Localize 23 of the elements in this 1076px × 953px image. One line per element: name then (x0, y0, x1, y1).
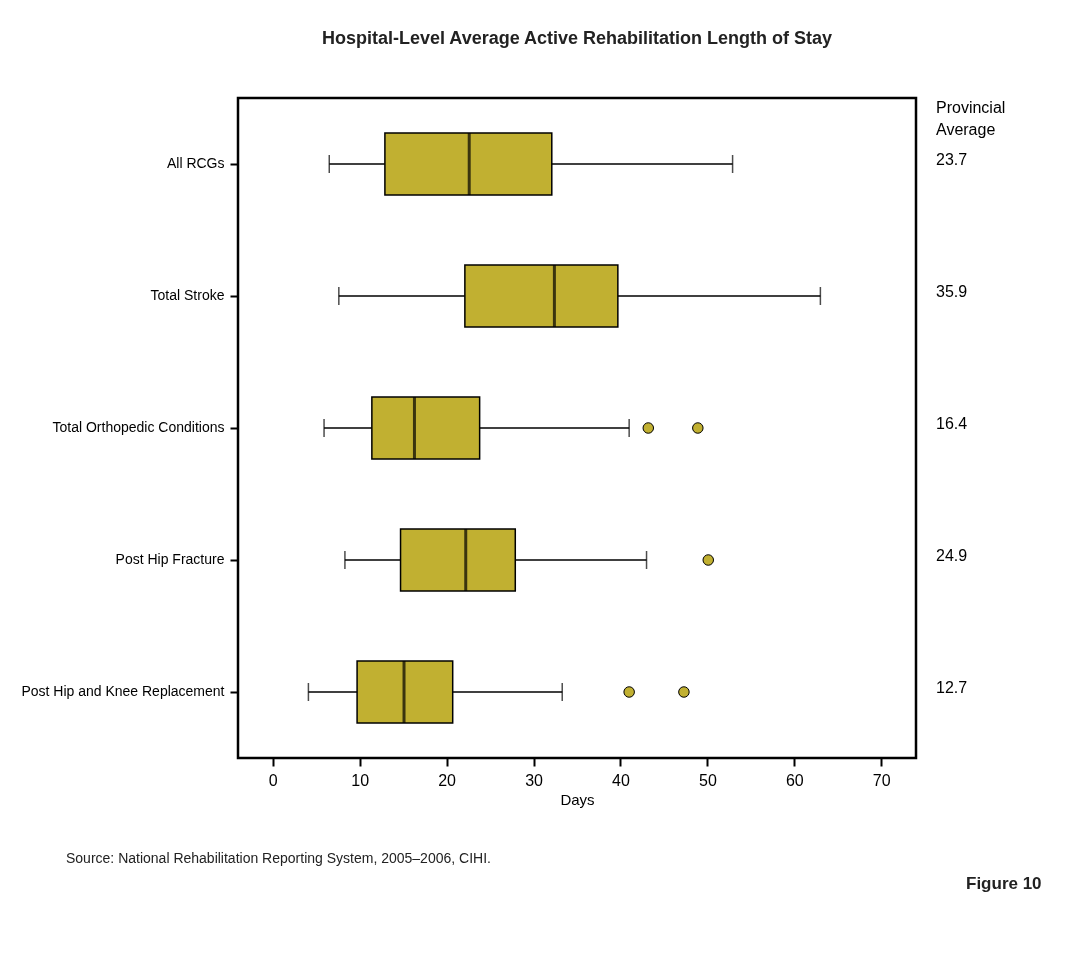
y-tick-label: All RCGs (166, 155, 225, 171)
y-tick-label: Total Stroke (150, 287, 225, 303)
x-tick-label: 50 (698, 771, 717, 789)
y2-tick-label: 35.9 (936, 283, 968, 300)
x-tick-label: 30 (525, 771, 544, 789)
y-tick-label: Total Orthopedic Conditions (52, 419, 225, 435)
y2-tick-label: 16.4 (936, 415, 968, 432)
x-tick-label: 40 (612, 771, 630, 789)
y2-tick-label: 12.7 (936, 679, 968, 696)
y2-tick-label: 23.7 (936, 151, 968, 168)
y2-tick-label: 24.9 (936, 547, 968, 564)
x-tick-label: 10 (351, 771, 370, 789)
chart-title: Hospital-Level Average Active Rehabilitation Length of Stay (321, 28, 833, 48)
x-tick-label: 70 (872, 771, 891, 789)
y2-axis-title: Provincial Average (936, 99, 1006, 138)
y-tick-label: Post Hip and Knee Replacement (21, 683, 225, 699)
source-note: Source: National Rehabilitation Reporting System, 2005–2006, CIHI. (66, 850, 491, 866)
caption: Figure 10 (966, 874, 1042, 894)
x-axis-title: Days (560, 790, 595, 808)
x-tick-label: 0 (268, 771, 278, 789)
y-tick-label: Post Hip Fracture (115, 551, 225, 567)
x-tick-label: 20 (438, 771, 457, 789)
x-tick-label: 60 (785, 771, 804, 789)
